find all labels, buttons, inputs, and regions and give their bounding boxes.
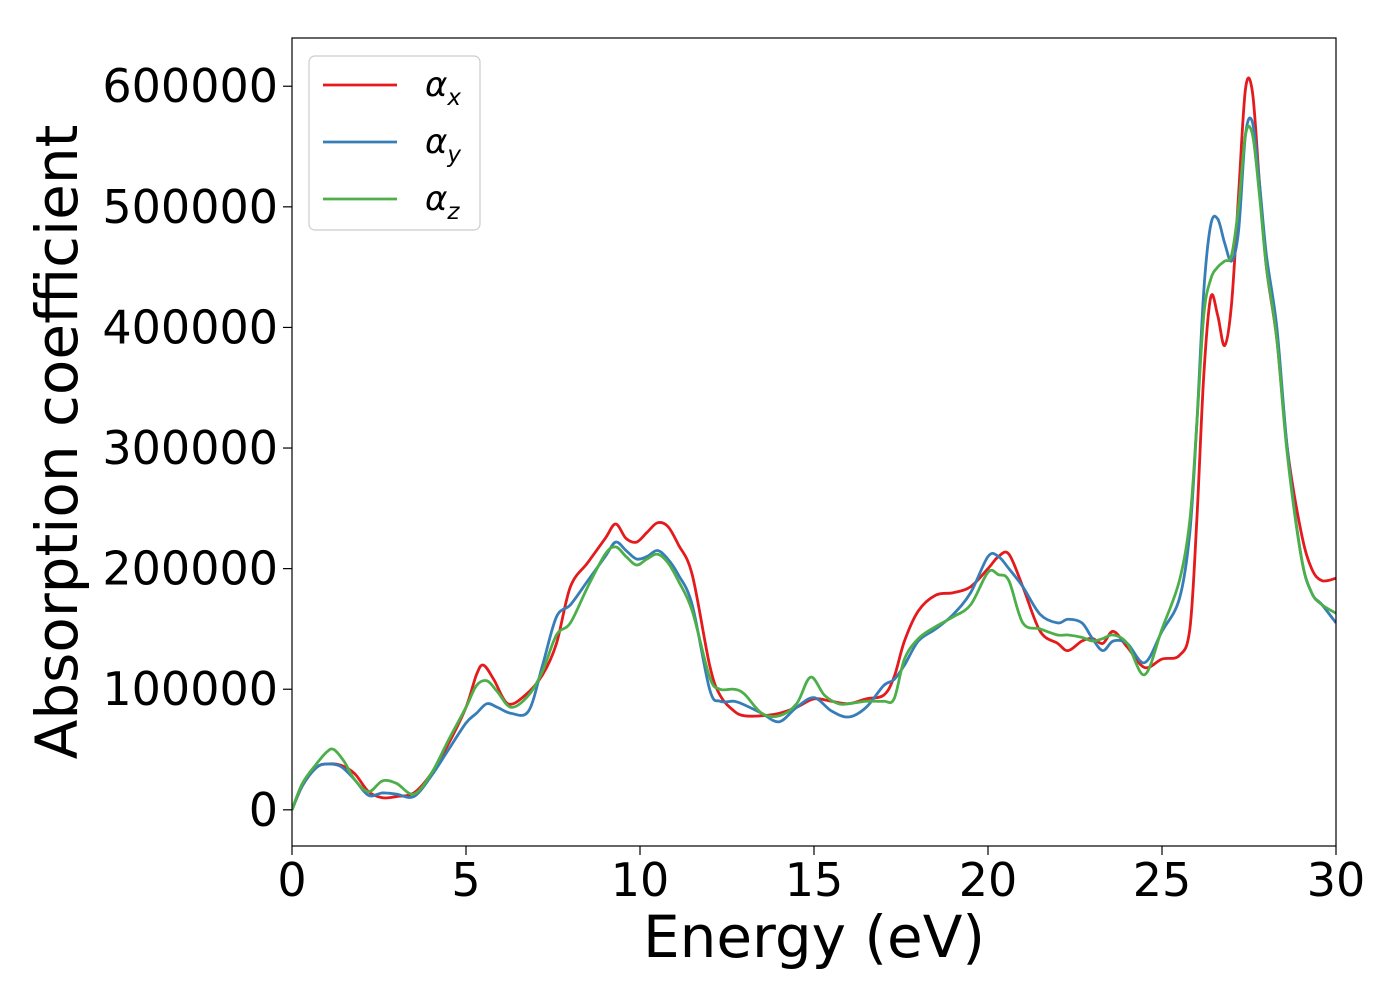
x-tick-label: 20	[959, 853, 1018, 907]
x-tick-label: 5	[451, 853, 480, 907]
y-tick-label: 100000	[102, 662, 278, 716]
series-layer	[292, 76, 1336, 811]
legend-label-subscript: y	[446, 142, 461, 168]
y-tick-label: 300000	[102, 421, 278, 475]
series-line-alpha-x	[292, 76, 1336, 811]
x-tick-label: 30	[1307, 853, 1366, 907]
y-tick-label: 400000	[102, 300, 278, 354]
x-tick-label: 25	[1133, 853, 1192, 907]
legend-label-base: α	[425, 179, 447, 219]
x-axis-label: Energy (eV)	[643, 903, 985, 971]
y-tick-label: 500000	[102, 180, 278, 234]
legend-label-base: α	[425, 65, 447, 105]
legend-label-alpha-z: αz	[425, 179, 460, 225]
y-axis: 0 100000 200000 300000 400000 500000 600000	[102, 59, 292, 837]
x-axis: 0 5 10 15 20 25 30	[277, 846, 1365, 907]
y-tick-label: 200000	[102, 542, 278, 596]
legend-label-alpha-x: αx	[425, 65, 461, 111]
x-tick-label: 0	[277, 853, 306, 907]
x-tick-label: 10	[611, 853, 670, 907]
legend-label-subscript: z	[446, 199, 460, 225]
legend-label-base: α	[425, 122, 447, 162]
y-tick-label: 600000	[102, 59, 278, 113]
legend-label-alpha-y: αy	[425, 122, 461, 168]
x-tick-label: 15	[785, 853, 844, 907]
y-axis-label: Absorption coefficient	[23, 125, 91, 760]
legend-label-subscript: x	[446, 85, 461, 111]
y-tick-label: 0	[249, 783, 278, 837]
series-line-alpha-y	[292, 116, 1336, 811]
series-line-alpha-z	[292, 124, 1336, 811]
